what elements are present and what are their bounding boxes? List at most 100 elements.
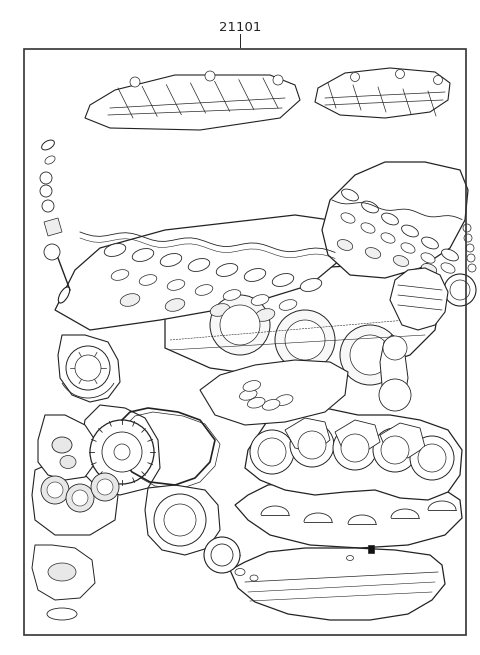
Circle shape <box>444 274 476 306</box>
Polygon shape <box>380 423 425 458</box>
Polygon shape <box>85 75 300 130</box>
Ellipse shape <box>216 263 238 276</box>
Ellipse shape <box>248 398 265 408</box>
Circle shape <box>204 537 240 573</box>
Ellipse shape <box>382 213 398 225</box>
Ellipse shape <box>441 263 455 273</box>
Ellipse shape <box>361 201 378 213</box>
Circle shape <box>42 200 54 212</box>
Polygon shape <box>322 162 468 278</box>
Ellipse shape <box>223 290 241 301</box>
Circle shape <box>41 476 69 504</box>
Ellipse shape <box>235 569 245 576</box>
Circle shape <box>72 490 88 506</box>
Circle shape <box>340 325 400 385</box>
Circle shape <box>114 444 130 460</box>
Polygon shape <box>32 460 118 535</box>
Circle shape <box>210 295 270 355</box>
Circle shape <box>379 379 411 411</box>
Ellipse shape <box>243 381 261 391</box>
Ellipse shape <box>210 304 230 316</box>
Text: 21101: 21101 <box>219 21 261 34</box>
Circle shape <box>91 473 119 501</box>
Circle shape <box>341 434 369 462</box>
Circle shape <box>154 494 206 546</box>
Ellipse shape <box>60 455 76 468</box>
Ellipse shape <box>132 248 154 261</box>
Circle shape <box>90 420 154 484</box>
Circle shape <box>298 431 326 459</box>
Circle shape <box>464 234 472 242</box>
Circle shape <box>418 444 446 472</box>
Ellipse shape <box>250 575 258 581</box>
Ellipse shape <box>381 233 395 243</box>
Polygon shape <box>200 360 348 425</box>
Circle shape <box>468 264 476 272</box>
Circle shape <box>466 244 474 252</box>
Circle shape <box>47 482 63 498</box>
Circle shape <box>66 346 110 390</box>
Circle shape <box>383 336 407 360</box>
Ellipse shape <box>111 270 129 280</box>
Ellipse shape <box>402 225 419 237</box>
Ellipse shape <box>240 390 257 400</box>
Polygon shape <box>335 420 380 453</box>
Polygon shape <box>235 480 462 548</box>
Polygon shape <box>285 418 330 452</box>
Ellipse shape <box>442 249 458 261</box>
Circle shape <box>275 310 335 370</box>
Circle shape <box>410 436 454 480</box>
Ellipse shape <box>47 608 77 620</box>
Circle shape <box>433 75 443 84</box>
Circle shape <box>40 185 52 197</box>
Circle shape <box>205 71 215 81</box>
Ellipse shape <box>104 244 126 257</box>
Circle shape <box>396 69 405 79</box>
Circle shape <box>350 335 390 375</box>
Ellipse shape <box>421 237 438 249</box>
Ellipse shape <box>165 299 185 311</box>
Ellipse shape <box>263 400 280 410</box>
Ellipse shape <box>52 437 72 453</box>
Polygon shape <box>55 215 345 330</box>
Ellipse shape <box>195 285 213 295</box>
Ellipse shape <box>365 248 381 259</box>
Circle shape <box>44 244 60 260</box>
Ellipse shape <box>45 156 55 164</box>
Polygon shape <box>315 68 450 118</box>
Circle shape <box>258 438 286 466</box>
Circle shape <box>66 484 94 512</box>
Ellipse shape <box>120 293 140 307</box>
Polygon shape <box>245 408 462 500</box>
Ellipse shape <box>279 299 297 310</box>
Circle shape <box>463 224 471 232</box>
Ellipse shape <box>59 287 70 303</box>
Circle shape <box>130 77 140 87</box>
Circle shape <box>450 280 470 300</box>
Polygon shape <box>380 335 408 405</box>
Ellipse shape <box>300 278 322 291</box>
Ellipse shape <box>342 189 359 201</box>
Circle shape <box>97 479 113 495</box>
Polygon shape <box>145 485 220 555</box>
Polygon shape <box>165 265 440 378</box>
Polygon shape <box>230 548 445 620</box>
Ellipse shape <box>421 253 435 263</box>
Circle shape <box>40 172 52 184</box>
Circle shape <box>381 436 409 464</box>
Ellipse shape <box>337 240 353 250</box>
Circle shape <box>273 75 283 85</box>
Bar <box>24 49 466 635</box>
Circle shape <box>164 504 196 536</box>
Polygon shape <box>44 218 62 236</box>
Polygon shape <box>32 545 95 600</box>
Ellipse shape <box>393 255 408 267</box>
Circle shape <box>250 430 294 474</box>
Circle shape <box>211 544 233 566</box>
Ellipse shape <box>251 295 269 305</box>
Circle shape <box>290 423 334 467</box>
Circle shape <box>75 355 101 381</box>
Ellipse shape <box>188 259 210 271</box>
Ellipse shape <box>244 269 266 282</box>
Ellipse shape <box>347 555 353 561</box>
